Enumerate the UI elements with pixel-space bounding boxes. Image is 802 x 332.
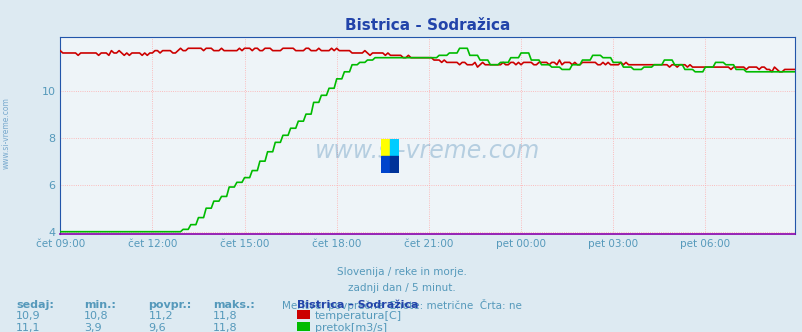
Text: 11,8: 11,8: [213, 323, 237, 332]
Bar: [381, 139, 390, 156]
Bar: [381, 156, 390, 173]
Bar: [390, 156, 399, 173]
Text: Meritve: povprečne  Enote: metrične  Črta: ne: Meritve: povprečne Enote: metrične Črta:…: [282, 299, 520, 311]
Text: 3,9: 3,9: [84, 323, 102, 332]
Text: 9,6: 9,6: [148, 323, 166, 332]
Text: Bistrica – Sodražica: Bistrica – Sodražica: [297, 300, 418, 310]
Text: temperatura[C]: temperatura[C]: [314, 311, 401, 321]
Text: 11,2: 11,2: [148, 311, 173, 321]
Text: www.si-vreme.com: www.si-vreme.com: [2, 97, 11, 169]
Text: 11,8: 11,8: [213, 311, 237, 321]
Text: sedaj:: sedaj:: [16, 300, 54, 310]
Title: Bistrica - Sodražica: Bistrica - Sodražica: [345, 18, 509, 33]
Text: zadnji dan / 5 minut.: zadnji dan / 5 minut.: [347, 283, 455, 293]
Text: maks.:: maks.:: [213, 300, 254, 310]
Text: 10,9: 10,9: [16, 311, 41, 321]
Text: 10,8: 10,8: [84, 311, 109, 321]
Text: povpr.:: povpr.:: [148, 300, 192, 310]
Text: Slovenija / reke in morje.: Slovenija / reke in morje.: [336, 267, 466, 277]
Text: www.si-vreme.com: www.si-vreme.com: [314, 139, 540, 163]
Text: min.:: min.:: [84, 300, 116, 310]
Text: pretok[m3/s]: pretok[m3/s]: [314, 323, 387, 332]
Bar: [390, 139, 399, 156]
Text: 11,1: 11,1: [16, 323, 41, 332]
